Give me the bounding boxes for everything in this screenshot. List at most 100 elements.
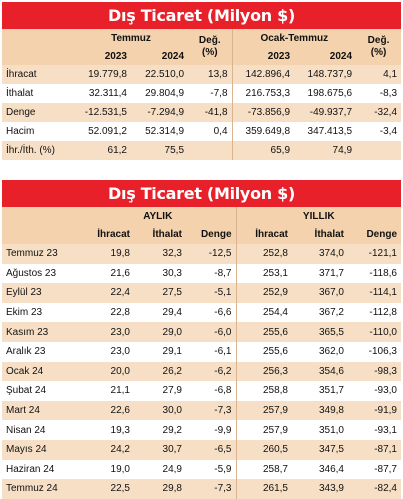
table-cell: 29,1 [134,341,186,362]
table-cell: 351,7 [292,381,348,401]
row-label: İhracat [2,65,74,84]
table-cell: 365,5 [292,322,348,342]
table-cell: -8,7 [186,263,236,284]
table-row: Temmuz 23 19,8 32,3 -12,5 252,8 374,0 -121,1 [2,244,401,264]
row-label: Ekim 23 [2,302,80,323]
row-label: Şubat 24 [2,381,80,401]
table-cell: -112,8 [348,302,401,323]
foreign-trade-summary-panel: Dış Ticaret (Milyon $) Temmuz Değ. (%) O… [2,2,402,160]
table-cell: 343,9 [292,479,348,499]
table-row: İhr./İth. (%) 61,2 75,5 65,9 74,9 [2,141,402,160]
table-row: Mart 24 22,6 30,0 -7,3 257,9 349,8 -91,9 [2,400,401,421]
table-cell: 13,8 [188,65,233,84]
change-header-ytd: Değ. (%) [356,29,402,65]
foreign-trade-monthly-panel: Dış Ticaret (Milyon $) AYLIK YILLIK İhra… [2,180,401,499]
table-cell: 23,0 [80,341,134,362]
table-cell: -87,7 [348,459,401,480]
table-cell: -7.294,9 [131,103,189,122]
table-cell: 252,9 [235,283,292,303]
table-row: Ekim 23 22,8 29,4 -6,6 254,4 367,2 -112,8 [2,302,401,323]
table2: AYLIK YILLIK İhracat İthalat Denge İhrac… [2,207,401,499]
table-cell: 52.314,9 [131,122,189,141]
row-label: Nisan 24 [2,420,80,440]
group-header-monthly: Temmuz [74,29,189,47]
table-cell: -6,0 [186,322,236,342]
table-cell: -32,4 [356,103,402,122]
table-cell: -87,1 [348,439,401,460]
table-cell: 22,5 [80,479,134,499]
table-cell: 198.675,6 [294,84,357,103]
table-cell: 29,0 [134,322,186,342]
table-cell: -5,9 [186,459,236,480]
table-cell: 19,8 [80,244,134,264]
table-cell: 22.510,0 [131,65,189,84]
group-header-ytd: Ocak-Temmuz [231,29,357,47]
row-label: Ağustos 23 [2,263,80,284]
table-row: Aralık 23 23,0 29,1 -6,1 255,6 362,0 -106,3 [2,341,401,362]
table-cell: 258,8 [235,381,292,401]
table-row: Kasım 23 23,0 29,0 -6,0 255,6 365,5 -110,0 [2,322,401,342]
table-row: Şubat 24 21,1 27,9 -6,8 258,8 351,7 -93,0 [2,381,401,401]
table-cell: 24,9 [134,459,186,480]
column-header: İhracat [235,225,292,244]
table-cell: 19,3 [80,420,134,440]
table-cell: 359.649,8 [231,122,295,141]
table-cell: 21,6 [80,263,134,284]
table-cell: -91,9 [348,400,401,421]
table-cell: 30,0 [134,400,186,421]
table-cell: -5,1 [186,283,236,303]
table-cell: 258,7 [235,459,292,480]
table-cell: -7,3 [186,400,236,421]
row-label: Temmuz 23 [2,244,80,264]
table-cell: 20,0 [80,361,134,382]
row-label: Aralık 23 [2,341,80,362]
table-cell: -118,6 [348,263,401,284]
table-cell: -82,4 [348,479,401,499]
table-cell: -9,9 [186,420,236,440]
column-header: İthalat [292,225,348,244]
table-cell [188,141,233,160]
table-cell: 29.804,9 [131,84,189,103]
table-cell: -6,5 [186,439,236,460]
year-header: 2024 [131,47,189,65]
row-label: İhr./İth. (%) [2,141,74,160]
table-cell: 255,6 [235,322,292,342]
table-cell: -110,0 [348,322,401,342]
table-cell: -8,3 [356,84,402,103]
row-label: Haziran 24 [2,459,80,480]
table-cell: 61,2 [74,141,131,160]
row-label: Denge [2,103,74,122]
table-cell: 21,1 [80,381,134,401]
table-cell: -6,1 [186,341,236,362]
group-header-monthly: AYLIK [80,207,236,225]
year-header: 2024 [294,47,357,65]
row-label: Kasım 23 [2,322,80,342]
table-cell: 75,5 [131,141,189,160]
table-cell: 4,1 [356,65,402,84]
table-cell: 371,7 [292,263,348,284]
table-row: Hacim 52.091,2 52.314,9 0,4 359.649,8 347.413… [2,122,402,141]
row-label: Mayıs 24 [2,439,80,460]
row-label: Temmuz 24 [2,479,80,499]
table-cell: 19,0 [80,459,134,480]
table-cell: -12,5 [186,244,236,264]
table-cell: 30,3 [134,263,186,284]
column-header: Denge [348,225,401,244]
table-row: Eylül 23 22,4 27,5 -5,1 252,9 367,0 -114,1 [2,283,401,303]
table-cell: 29,8 [134,479,186,499]
table-cell: -41,8 [188,103,233,122]
row-label: Eylül 23 [2,283,80,303]
table-cell: 23,0 [80,322,134,342]
column-header: Denge [186,225,236,244]
table-cell: 29,4 [134,302,186,323]
header-blank-2 [2,225,80,244]
table-cell: 374,0 [292,244,348,264]
table1: Temmuz Değ. (%) Ocak-Temmuz Değ. (%) 202… [2,29,402,160]
table-cell: -3,4 [356,122,402,141]
table-row: İthalat 32.311,4 29.804,9 -7,8 216.753,3 198.… [2,84,402,103]
table-cell: 22,8 [80,302,134,323]
column-header: İthalat [134,225,186,244]
table-row: Haziran 24 19,0 24,9 -5,9 258,7 346,4 -87,7 [2,459,401,480]
table-cell: 260,5 [235,439,292,460]
year-header: 2023 [231,47,295,65]
